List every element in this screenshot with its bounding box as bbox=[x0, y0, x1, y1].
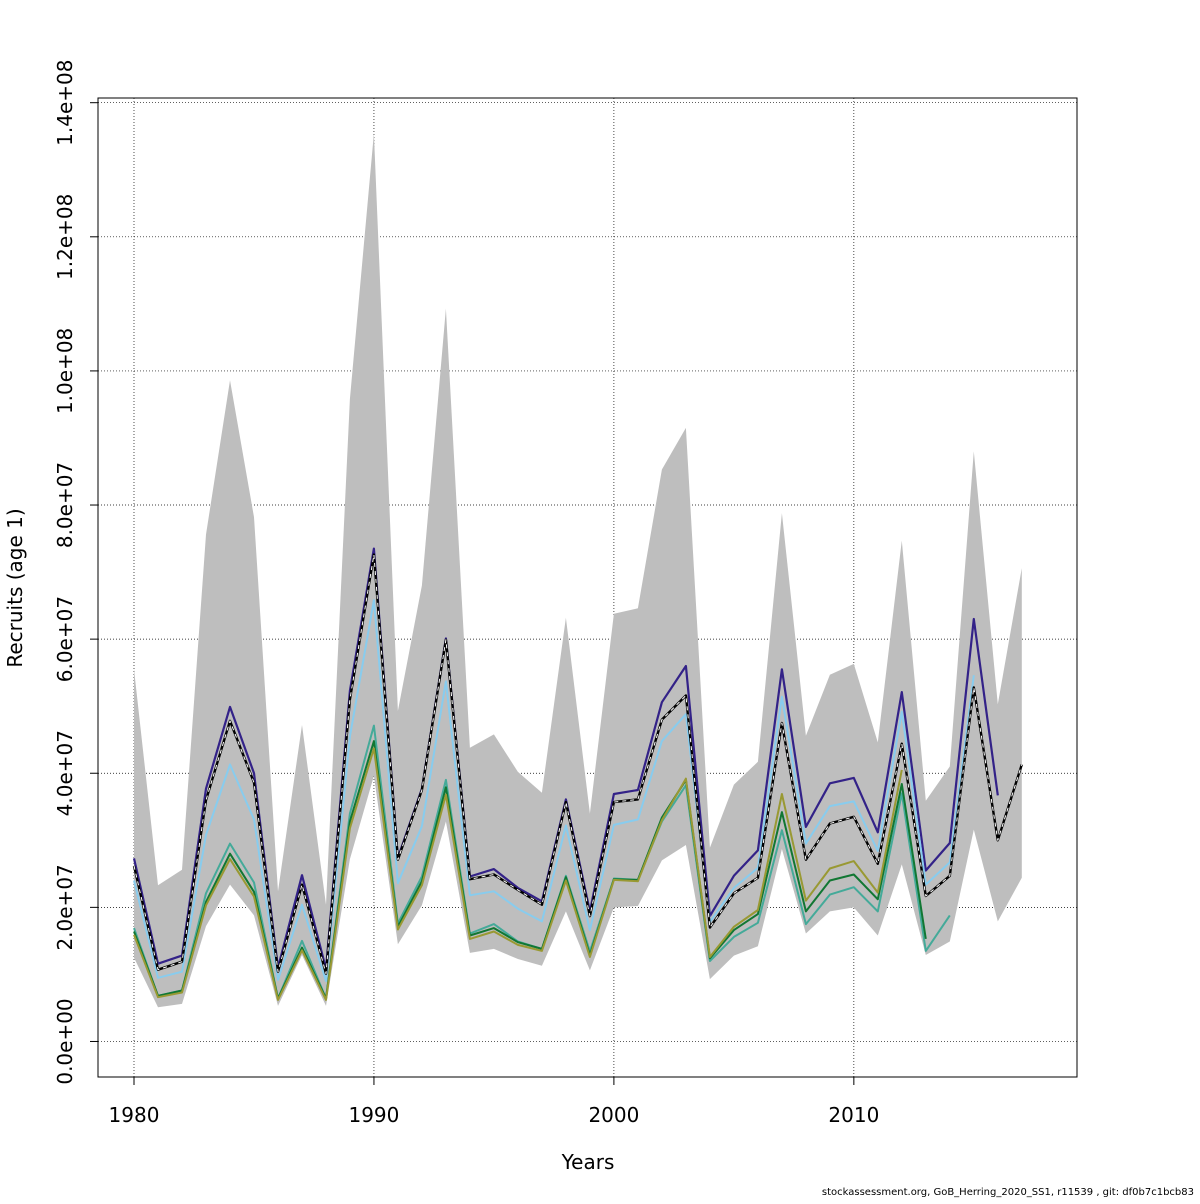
y-tick-label: 1.0e+08 bbox=[53, 328, 77, 414]
x-tick-label: 2010 bbox=[828, 1103, 879, 1127]
plot-frame bbox=[97, 97, 1078, 1078]
y-tick-label: 1.4e+08 bbox=[53, 60, 77, 146]
series-line-dash bbox=[133, 554, 1023, 975]
series-line bbox=[133, 599, 975, 983]
series-2 bbox=[133, 599, 975, 983]
series-layer bbox=[132, 547, 1023, 1001]
y-tick-label: 4.0e+07 bbox=[53, 730, 77, 816]
y-tick-label: 0.0e+00 bbox=[53, 998, 77, 1084]
series-line bbox=[133, 747, 903, 1001]
footer-credit: stockassessment.org, GoB_Herring_2020_SS… bbox=[821, 1187, 1194, 1198]
x-tick-label: 1990 bbox=[348, 1103, 399, 1127]
series-5 bbox=[133, 747, 903, 1001]
y-axis-title: Recruits (age 1) bbox=[3, 508, 27, 667]
x-tick-label: 1980 bbox=[109, 1103, 160, 1127]
y-tick-label: 6.0e+07 bbox=[53, 596, 77, 682]
axes: 1980 1990 2000 2010 0.0e+00 2.0e+07 4.0e+07 6.0… bbox=[53, 60, 879, 1127]
series-0 bbox=[132, 553, 1023, 975]
x-tick-label: 2000 bbox=[588, 1103, 639, 1127]
y-tick-label: 1.2e+08 bbox=[53, 194, 77, 280]
y-tick-label: 2.0e+07 bbox=[53, 864, 77, 950]
y-tick-label: 8.0e+07 bbox=[53, 462, 77, 548]
x-axis-title: Years bbox=[561, 1150, 615, 1174]
